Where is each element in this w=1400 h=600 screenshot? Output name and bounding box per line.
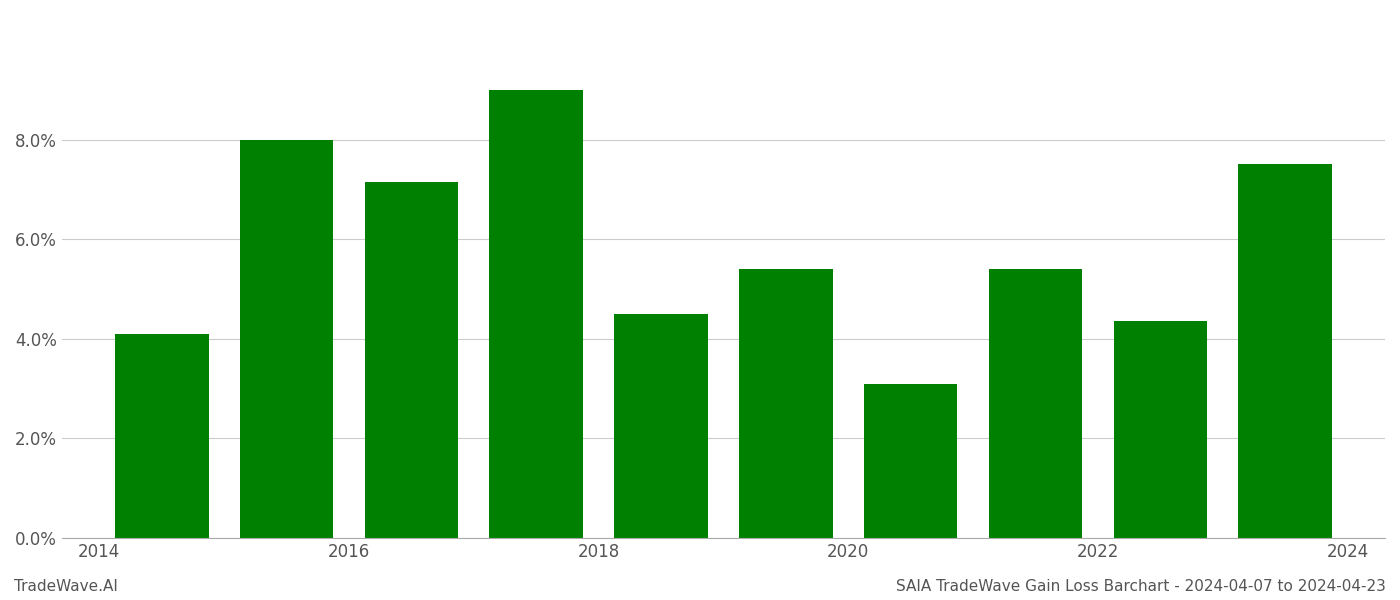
Bar xyxy=(615,314,708,538)
Bar xyxy=(115,334,209,538)
Bar xyxy=(1113,322,1207,538)
Bar xyxy=(490,90,582,538)
Bar xyxy=(239,140,333,538)
Text: TradeWave.AI: TradeWave.AI xyxy=(14,579,118,594)
Bar xyxy=(988,269,1082,538)
Bar xyxy=(364,182,458,538)
Bar xyxy=(739,269,833,538)
Bar xyxy=(1239,164,1331,538)
Text: SAIA TradeWave Gain Loss Barchart - 2024-04-07 to 2024-04-23: SAIA TradeWave Gain Loss Barchart - 2024… xyxy=(896,579,1386,594)
Bar xyxy=(864,383,958,538)
